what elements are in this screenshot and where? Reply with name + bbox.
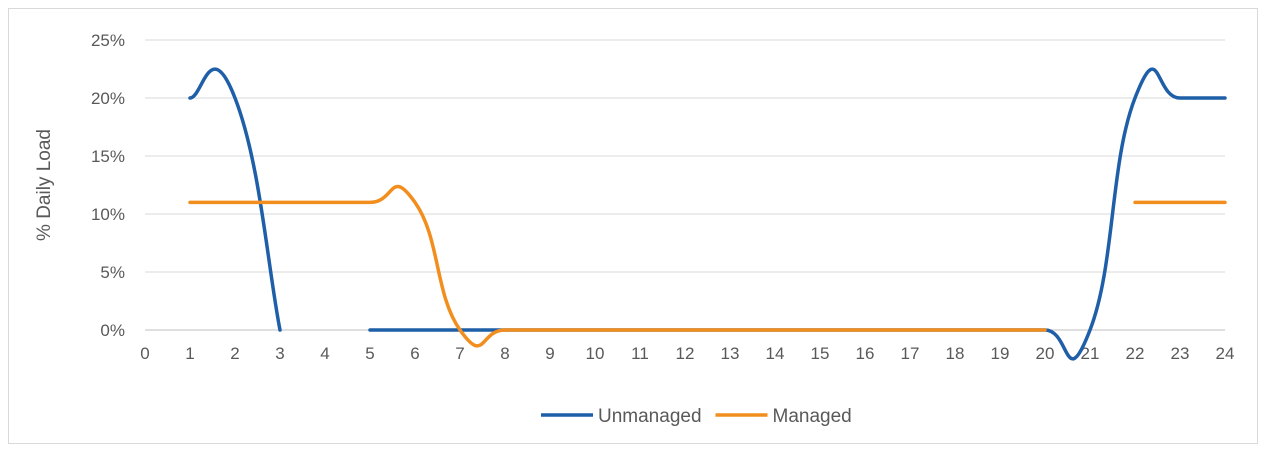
y-axis-tick-labels: 0% 5% 10% 15% 20% 25% [91,31,125,340]
x-tick-label: 14 [766,344,785,363]
y-axis-title: % Daily Load [34,129,55,241]
x-tick-label: 8 [500,344,509,363]
series-lines [188,67,1227,361]
y-tick-label: 10% [91,205,125,224]
y-tick-label: 5% [100,263,125,282]
x-tick-label: 2 [230,344,239,363]
x-tick-label: 3 [275,344,284,363]
x-tick-label: 23 [1171,344,1190,363]
y-tick-label: 15% [91,147,125,166]
legend: Unmanaged Managed [541,406,852,427]
x-tick-label: 20 [1036,344,1055,363]
x-tick-label: 22 [1126,344,1145,363]
series-line-managed [188,184,1047,348]
y-tick-label: 20% [91,89,125,108]
x-tick-label: 21 [1081,344,1100,363]
x-tick-label: 9 [545,344,554,363]
x-tick-label: 7 [455,344,464,363]
x-tick-label: 19 [991,344,1010,363]
x-tick-label: 17 [901,344,920,363]
x-tick-label: 12 [676,344,695,363]
x-tick-label: 11 [631,344,649,363]
legend-label-managed: Managed [773,406,852,427]
x-tick-label: 1 [185,344,194,363]
x-tick-label: 24 [1216,344,1235,363]
x-tick-label: 6 [410,344,419,363]
x-tick-label: 15 [811,344,830,363]
chart-frame [8,8,1258,444]
series-line-unmanaged [188,67,282,332]
x-tick-label: 4 [320,344,329,363]
y-tick-label: 25% [91,31,125,50]
gridlines [145,39,1225,331]
x-tick-label: 10 [586,344,605,363]
legend-label-unmanaged: Unmanaged [598,406,702,427]
x-tick-label: 0 [140,344,149,363]
x-tick-label: 13 [721,344,740,363]
x-tick-label: 18 [946,344,965,363]
x-axis-tick-labels: 0 1 2 3 4 5 6 7 8 9 10 11 12 13 14 15 16 17 18 19 20 21 22 23 24 [140,344,1234,363]
x-tick-label: 5 [365,344,374,363]
x-tick-label: 16 [856,344,875,363]
y-tick-label: 0% [100,321,125,340]
